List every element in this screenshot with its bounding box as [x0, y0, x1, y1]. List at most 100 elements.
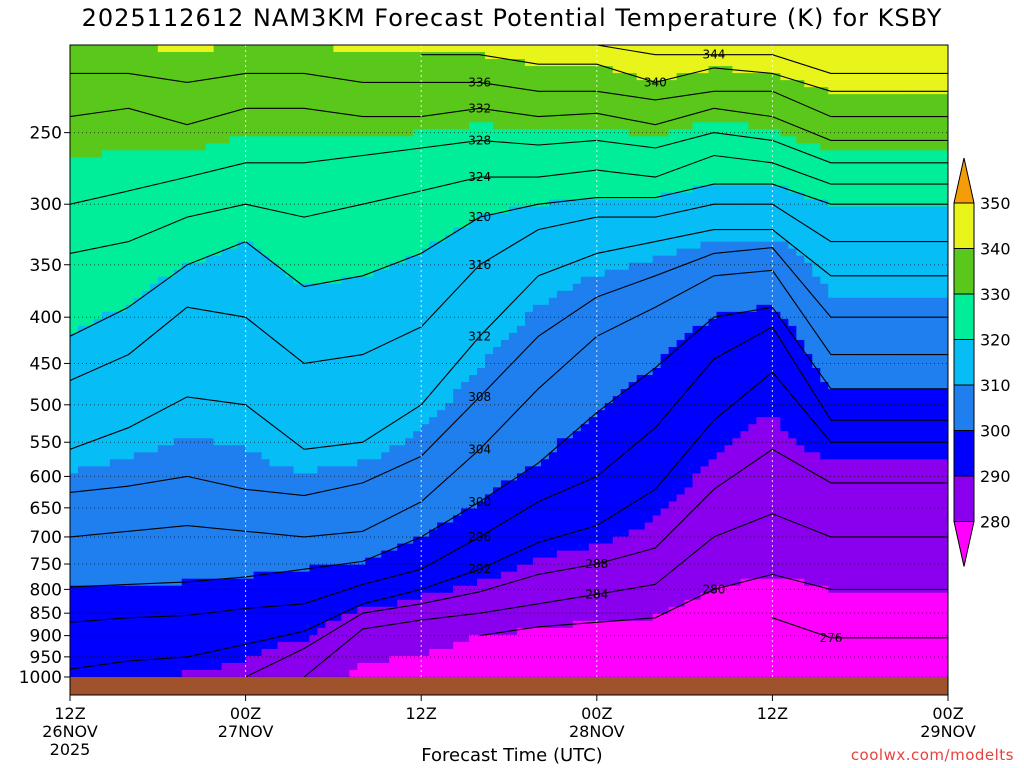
field-cell [389, 634, 398, 643]
field-cell [445, 641, 454, 650]
field-cell [149, 297, 159, 306]
field-cell [109, 297, 119, 306]
field-cell [365, 375, 374, 383]
field-cell [469, 627, 478, 636]
field-cell [421, 66, 430, 74]
field-cell [261, 164, 271, 172]
field-cell [357, 269, 366, 278]
field-cell [485, 269, 494, 278]
field-cell [293, 206, 303, 215]
field-cell [413, 241, 422, 250]
field-cell [245, 262, 255, 271]
field-cell [229, 620, 239, 629]
field-cell [317, 641, 327, 650]
field-cell [285, 101, 295, 109]
field-cell [357, 424, 366, 432]
field-cell [277, 466, 287, 474]
field-cell [70, 122, 79, 130]
field-cell [341, 410, 350, 418]
field-cell [365, 410, 374, 418]
field-cell [181, 424, 191, 432]
field-cell [405, 213, 414, 222]
field-cell [301, 248, 311, 257]
field-cell [453, 571, 462, 580]
field-cell [445, 297, 454, 306]
field-cell [317, 368, 327, 376]
field-cell [285, 108, 295, 116]
field-cell [373, 585, 382, 594]
field-cell [501, 410, 510, 418]
field-cell [333, 227, 342, 236]
field-cell [85, 599, 95, 608]
field-cell [237, 164, 247, 172]
field-cell [413, 122, 422, 130]
field-cell [341, 101, 350, 109]
field-cell [253, 368, 263, 376]
field-cell [245, 550, 255, 559]
field-cell [501, 276, 510, 285]
field-cell [309, 634, 319, 643]
field-cell [405, 248, 414, 257]
field-cell [269, 515, 279, 524]
field-cell [373, 613, 382, 622]
field-cell [149, 101, 159, 109]
field-cell [269, 627, 279, 636]
field-cell [277, 599, 287, 608]
field-cell [333, 382, 342, 390]
field-cell [141, 45, 151, 53]
field-cell [285, 459, 295, 467]
field-cell [213, 445, 223, 453]
field-cell [469, 108, 478, 116]
field-cell [85, 592, 95, 601]
field-cell [349, 94, 358, 102]
field-cell [109, 66, 119, 74]
field-cell [149, 494, 159, 503]
field-cell [85, 108, 95, 116]
field-cell [485, 634, 494, 643]
field-cell [93, 473, 103, 481]
field-cell [141, 396, 151, 404]
field-cell [269, 508, 279, 517]
field-cell [365, 564, 374, 573]
field-cell [261, 248, 271, 257]
field-cell [309, 613, 319, 622]
field-cell [85, 473, 95, 481]
field-cell [101, 220, 111, 229]
field-cell [493, 115, 502, 123]
field-cell [477, 634, 486, 643]
field-cell [493, 101, 502, 109]
field-cell [421, 655, 430, 664]
field-cell [373, 318, 382, 327]
field-cell [357, 662, 366, 671]
field-cell [325, 80, 334, 88]
field-cell [429, 220, 438, 229]
field-cell [253, 185, 263, 194]
field-cell [165, 508, 175, 517]
field-cell [413, 550, 422, 559]
field-cell [133, 80, 143, 88]
field-cell [285, 115, 295, 123]
field-cell [309, 417, 319, 425]
field-cell [301, 143, 311, 151]
field-cell [461, 304, 470, 313]
field-cell [70, 276, 79, 285]
field-cell [229, 199, 239, 208]
field-cell [445, 339, 454, 348]
field-cell [365, 669, 374, 677]
field-cell [245, 557, 255, 566]
field-cell [509, 325, 518, 334]
field-cell [469, 213, 478, 222]
field-cell [293, 438, 303, 446]
field-cell [141, 515, 151, 524]
field-cell [205, 466, 215, 474]
field-cell [141, 459, 151, 467]
field-cell [397, 382, 406, 390]
field-cell [389, 129, 398, 137]
field-cell [389, 522, 398, 531]
field-cell [325, 45, 334, 53]
field-cell [165, 466, 175, 474]
field-cell [77, 276, 87, 285]
field-cell [181, 410, 191, 418]
field-cell [245, 311, 255, 320]
field-cell [133, 248, 143, 257]
